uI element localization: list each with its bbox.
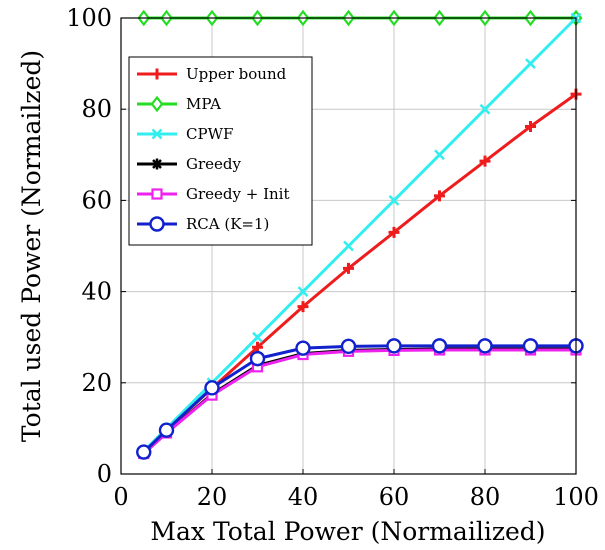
legend-marker [150,95,164,113]
marker-x [525,58,536,69]
legend-marker [151,68,163,80]
marker-circle [149,216,165,232]
marker-star [151,158,163,170]
marker-x [151,128,163,140]
marker-diamond [150,95,164,113]
data-point [479,155,491,167]
data-point [297,301,309,313]
marker-circle [431,338,448,354]
marker-square [151,188,163,200]
y-tick-label: 0 [97,460,112,488]
y-tick-label: 20 [81,369,112,397]
marker-plus [151,68,163,80]
legend-item: Greedy [137,155,242,173]
data-point [249,350,266,367]
y-tick-label: 40 [81,278,112,306]
data-point [252,341,263,353]
data-point [434,190,445,202]
marker-plus [388,226,400,238]
series-line [142,347,576,455]
data-point [525,121,536,133]
data-point [297,286,309,297]
data-point [136,444,152,460]
marker-circle [340,338,357,355]
marker-circle [158,422,175,438]
data-point [434,149,445,161]
data-point [252,331,263,343]
marker-plus [525,121,536,133]
legend-item: Upper bound [137,65,287,83]
series-6 [136,338,584,460]
marker-circle [136,444,152,460]
marker-circle [204,380,220,396]
marker-x [388,195,400,206]
legend-marker [149,216,165,232]
data-point [295,340,311,356]
legend-item: CPWF [137,125,233,143]
series-line [142,348,576,455]
x-tick-label: 100 [553,483,599,511]
legend: Upper bound MPA CPWF Greedy Greedy + Init RCA… [128,56,313,246]
y-tick-label: 100 [66,4,112,32]
data-point [386,338,402,354]
legend-label: Greedy + Init [186,185,290,203]
y-tick-label: 80 [81,95,112,123]
series-layer [136,9,584,460]
data-point [479,103,491,115]
legend-item: MPA [137,95,221,113]
marker-plus [252,341,263,353]
marker-circle [522,338,539,354]
data-point [340,338,357,355]
data-point [431,338,448,354]
legend-label: Greedy [186,155,242,173]
legend-box [128,56,313,246]
legend-marker [151,128,163,140]
y-tick-label: 60 [81,186,112,214]
x-axis-label: Max Total Power (Normailized) [150,517,545,546]
x-tick-label: 60 [379,483,410,511]
marker-x [434,149,445,161]
x-tick-label: 40 [288,483,319,511]
marker-circle [477,338,493,354]
legend-marker [151,188,163,200]
series-5 [138,344,582,460]
legend-marker [151,158,163,170]
data-point [388,226,400,238]
data-point [477,338,493,354]
marker-plus [434,190,445,202]
data-point [388,195,400,206]
marker-plus [343,262,354,274]
marker-x [252,331,263,343]
data-point [525,58,536,69]
marker-plus [297,301,309,313]
marker-x [297,286,309,297]
x-tick-label: 20 [197,483,228,511]
data-point [204,380,220,396]
y-axis-label: Total used Power (Normailzed) [17,50,46,442]
marker-circle [295,340,311,356]
marker-x [343,240,354,252]
legend-label: MPA [186,95,221,113]
data-point [522,338,539,354]
ticks: 0 20 40 60 80 100 0 20 40 60 80 100 [66,4,599,511]
series-3 [138,12,582,457]
data-point [343,240,354,252]
data-point [158,422,175,438]
x-tick-label: 80 [470,483,501,511]
data-point [343,262,354,274]
marker-circle [249,350,266,367]
legend-label: RCA (K=1) [186,215,269,233]
legend-label: CPWF [186,125,233,143]
marker-x [479,103,491,115]
marker-plus [479,155,491,167]
plot-frame [120,17,577,475]
marker-circle [386,338,402,354]
legend-label: Upper bound [186,65,287,83]
legend-item: RCA (K=1) [137,215,269,233]
x-tick-label: 0 [113,483,128,511]
legend-item: Greedy + Init [137,185,290,203]
